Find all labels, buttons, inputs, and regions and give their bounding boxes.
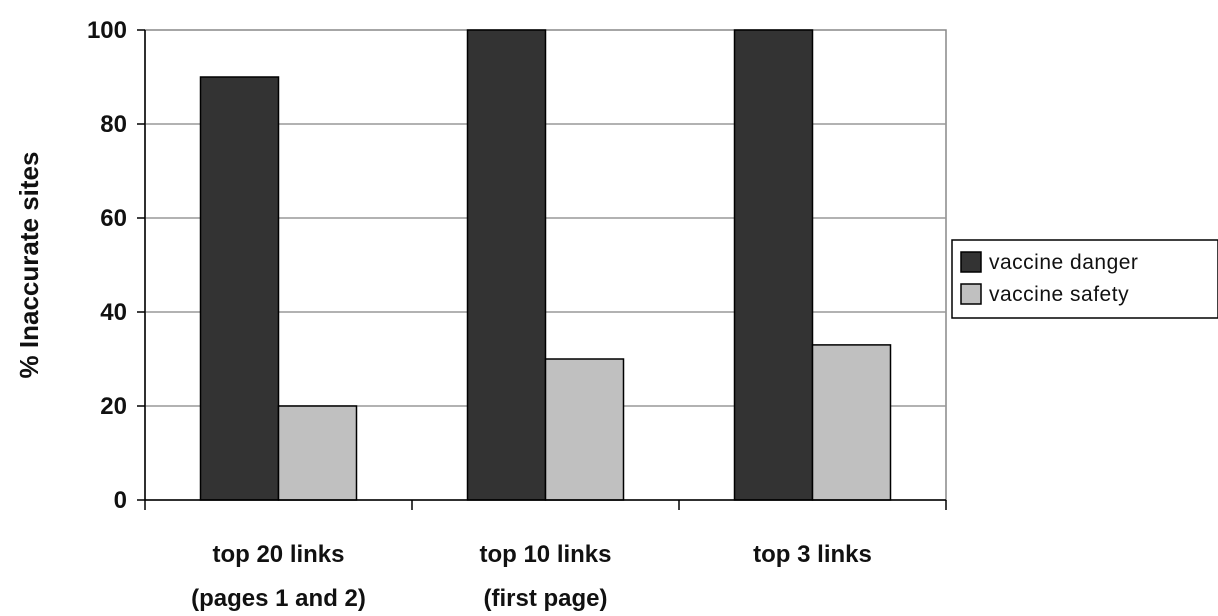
y-tick-label: 20 — [100, 393, 127, 420]
y-axis-label: % Inaccurate sites — [14, 152, 44, 379]
x-category-label: (pages 1 and 2) — [191, 585, 366, 612]
x-category-label: top 10 links — [479, 541, 611, 568]
y-tick-label: 0 — [114, 487, 127, 514]
bar-vaccine-danger-1 — [466, 29, 547, 501]
bar-vaccine-safety-2 — [811, 344, 892, 501]
x-category-labels: top 20 links (pages 1 and 2) top 10 links (… — [191, 541, 872, 612]
x-category-label: top 20 links — [212, 541, 344, 568]
legend-label: vaccine safety — [989, 283, 1129, 306]
y-tick-label: 80 — [100, 111, 127, 138]
legend-box — [951, 239, 1218, 319]
x-category-label: top 3 links — [753, 541, 872, 568]
y-tick-labels: 0 20 40 60 80 100 — [87, 17, 127, 514]
bar-vaccine-danger-0 — [199, 76, 280, 501]
bar-vaccine-safety-1 — [544, 358, 625, 501]
legend: vaccine danger vaccine safety — [951, 239, 1218, 319]
y-tick-label: 60 — [100, 205, 127, 232]
y-tick-label: 100 — [87, 17, 127, 44]
legend-swatch — [960, 283, 982, 305]
axes — [137, 29, 947, 510]
legend-label: vaccine danger — [989, 251, 1138, 274]
x-category-label: (first page) — [483, 585, 607, 612]
legend-swatch — [960, 251, 982, 273]
bar-vaccine-danger-2 — [733, 29, 814, 501]
y-tick-label: 40 — [100, 299, 127, 326]
bar-vaccine-safety-0 — [277, 405, 358, 501]
